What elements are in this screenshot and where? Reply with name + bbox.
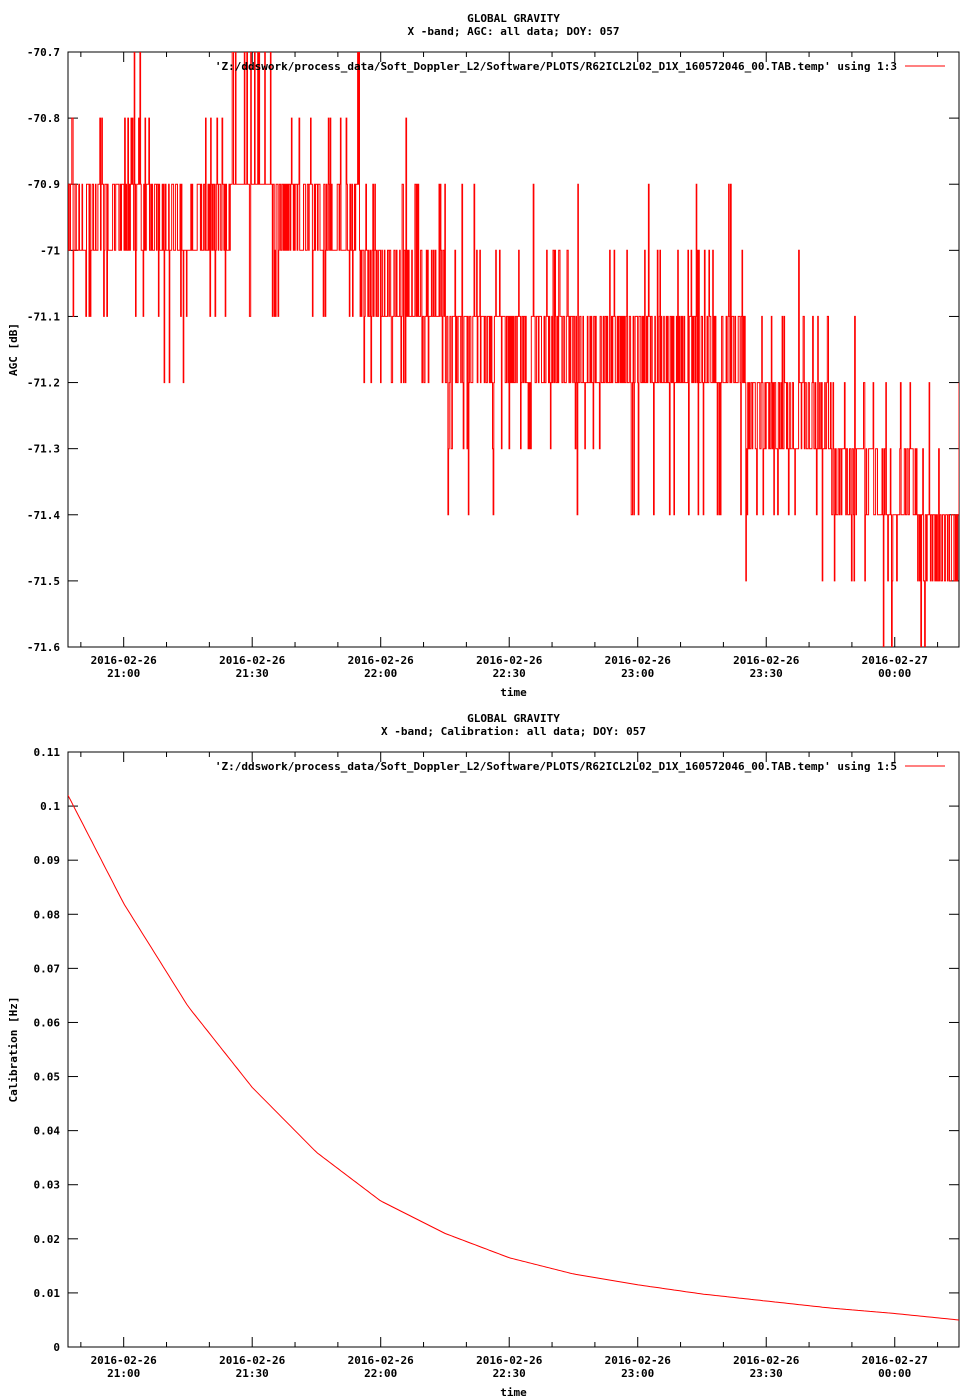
x-tick-time: 21:00 [107, 667, 140, 680]
y-tick-label: -71.2 [27, 377, 60, 390]
y-tick-label: 0.11 [34, 746, 61, 759]
x-tick-time: 21:30 [236, 667, 269, 680]
x-tick-date: 2016-02-26 [91, 1354, 158, 1367]
x-tick-time: 22:30 [493, 667, 526, 680]
x-tick-time: 22:00 [364, 1367, 397, 1380]
y-tick-label: -70.8 [27, 112, 60, 125]
x-axis-label: time [500, 686, 527, 699]
y-tick-label: 0.04 [34, 1125, 61, 1138]
chart-title: GLOBAL GRAVITY [467, 12, 560, 25]
chart-subtitle: X -band; Calibration: all data; DOY: 057 [381, 725, 646, 738]
y-tick-label: -71.3 [27, 443, 60, 456]
x-tick-date: 2016-02-26 [348, 654, 415, 667]
y-tick-label: 0.05 [34, 1071, 61, 1084]
x-tick-date: 2016-02-27 [862, 1354, 928, 1367]
y-tick-label: -70.9 [27, 178, 60, 191]
x-tick-date: 2016-02-26 [733, 654, 800, 667]
series-line [68, 52, 959, 647]
x-tick-date: 2016-02-26 [605, 654, 672, 667]
y-tick-label: -71.1 [27, 310, 60, 323]
y-tick-label: 0.1 [40, 800, 60, 813]
series-line [68, 795, 959, 1321]
x-tick-date: 2016-02-26 [348, 1354, 415, 1367]
x-tick-time: 23:30 [750, 1367, 783, 1380]
y-tick-label: -71 [40, 244, 60, 257]
x-tick-time: 21:30 [236, 1367, 269, 1380]
y-tick-label: -71.6 [27, 641, 60, 654]
x-tick-date: 2016-02-26 [733, 1354, 800, 1367]
x-tick-time: 23:00 [621, 1367, 654, 1380]
plot-frame [67, 751, 960, 1348]
x-tick-time: 22:00 [364, 667, 397, 680]
y-axis-label: AGC [dB] [7, 323, 20, 376]
y-tick-label: 0.09 [34, 854, 61, 867]
y-tick-label: 0.01 [34, 1287, 61, 1300]
y-tick-label: -71.5 [27, 575, 60, 588]
x-tick-date: 2016-02-26 [476, 1354, 543, 1367]
legend-label: 'Z:/ddswork/process_data/Soft_Doppler_L2… [215, 760, 897, 773]
y-tick-label: -71.4 [27, 509, 60, 522]
y-tick-label: 0.06 [34, 1016, 61, 1029]
x-tick-date: 2016-02-26 [476, 654, 543, 667]
x-tick-time: 21:00 [107, 1367, 140, 1380]
y-tick-label: 0.03 [34, 1179, 61, 1192]
x-tick-date: 2016-02-27 [862, 654, 928, 667]
y-tick-label: 0 [53, 1341, 60, 1354]
x-tick-time: 00:00 [878, 667, 911, 680]
y-axis-label: Calibration [Hz] [7, 997, 20, 1103]
x-tick-date: 2016-02-26 [91, 654, 158, 667]
y-tick-label: -70.7 [27, 46, 60, 59]
chart-subtitle: X -band; AGC: all data; DOY: 057 [408, 25, 620, 38]
plot-frame [67, 51, 960, 648]
x-tick-date: 2016-02-26 [219, 1354, 286, 1367]
x-tick-date: 2016-02-26 [605, 1354, 672, 1367]
x-tick-time: 22:30 [493, 1367, 526, 1380]
x-axis-label: time [500, 1386, 527, 1399]
legend-label: 'Z:/ddswork/process_data/Soft_Doppler_L2… [215, 60, 897, 73]
x-tick-time: 23:00 [621, 667, 654, 680]
y-tick-label: 0.07 [34, 962, 61, 975]
chart-title: GLOBAL GRAVITY [467, 712, 560, 725]
y-tick-label: 0.08 [34, 908, 61, 921]
x-tick-time: 23:30 [750, 667, 783, 680]
y-tick-label: 0.02 [34, 1233, 61, 1246]
x-tick-date: 2016-02-26 [219, 654, 286, 667]
x-tick-time: 00:00 [878, 1367, 911, 1380]
